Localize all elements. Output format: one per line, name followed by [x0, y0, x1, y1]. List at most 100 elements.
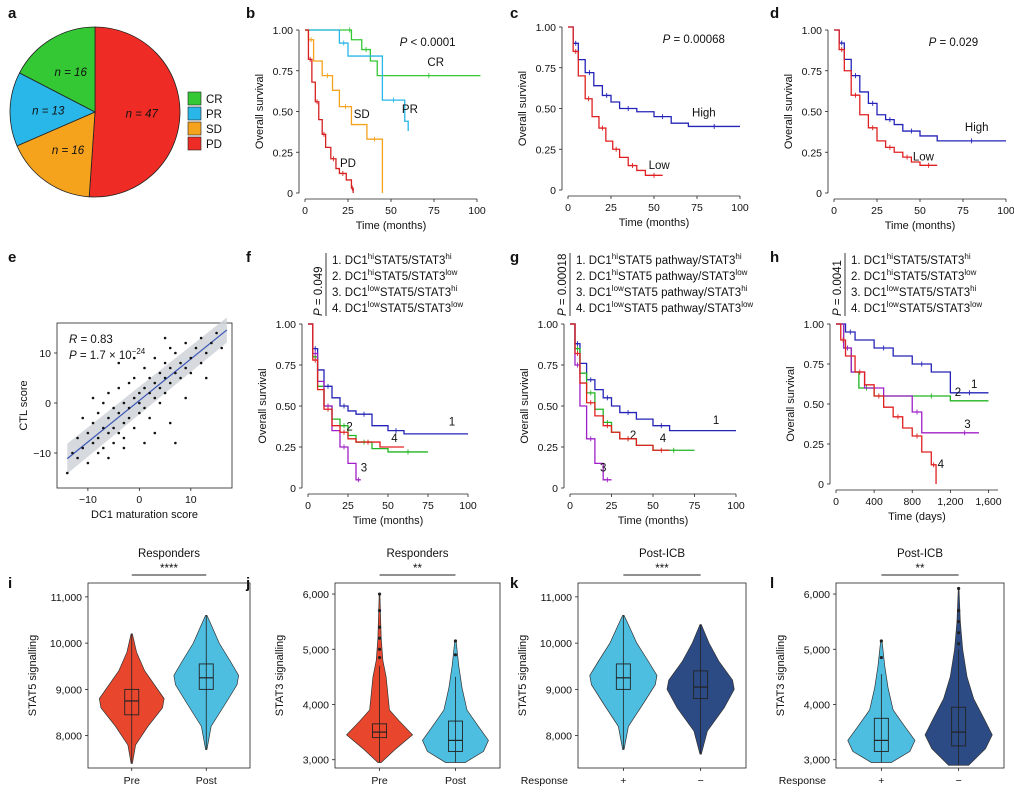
km-plot-g: 0 0.25 0.50 0.75 1.00 0 25 50 75 100 Time (months)… — [519, 319, 745, 527]
scatter-point — [163, 376, 167, 380]
legend-item-3: 3. DC1lowSTAT5/STAT3hi — [851, 284, 977, 299]
x-axis-label: Time (months) — [353, 515, 424, 527]
x-tick-label: Post — [445, 775, 466, 787]
scatter-point — [132, 396, 136, 400]
scatter-point — [158, 401, 162, 405]
panel-title: Responders — [138, 548, 200, 560]
x-tick-label: 75 — [957, 205, 969, 217]
scatter-point — [204, 376, 208, 380]
outlier-point — [377, 647, 382, 651]
scatter-point — [168, 346, 172, 350]
x-tick-label: 25 — [605, 202, 617, 214]
y-tick-label: 4,000 — [303, 699, 329, 711]
x-tick-label: + — [620, 775, 626, 787]
scatter-point — [199, 361, 203, 365]
y-axis-label: Overall survival — [783, 74, 795, 149]
curve-label-1: 1 — [713, 415, 719, 427]
scatter-point — [102, 401, 105, 405]
outlier-point — [377, 592, 382, 596]
box — [198, 663, 214, 690]
x-tick-label: 25 — [871, 205, 883, 217]
km-curve-4 — [570, 323, 670, 451]
scatter-point — [163, 336, 167, 340]
km-curve-4 — [308, 323, 404, 448]
panel-title: Responders — [386, 548, 448, 560]
scatter-point — [107, 391, 110, 395]
significance-label: *** — [655, 563, 669, 575]
pie-label-CR: n = 16 — [55, 67, 88, 79]
scatter-point — [153, 431, 157, 435]
panel-label-b: b — [246, 5, 255, 22]
outlier-point — [453, 639, 458, 643]
confidence-band — [67, 317, 227, 474]
km-curve-PR — [305, 29, 409, 132]
scatter-point — [153, 396, 157, 400]
scatter-plot: −10 −10 0 0 10 10 DC1 maturation score CTL scor… — [18, 317, 233, 521]
km-plot-b: 0 0.25 0.50 0.75 1.00 0 25 50 75 100 Time (months)… — [254, 25, 486, 232]
scatter-point — [210, 341, 213, 345]
legend-g: P = 0.00018 1. DC1hiSTAT5 pathway/STAT3hi… — [557, 252, 753, 316]
y-tick-label: 0 — [552, 483, 558, 495]
violin-plot-j: Responders ** 3,000 4,000 5,000 6,000 STAT3 si… — [274, 548, 501, 787]
y-tick-label: 0.25 — [538, 442, 559, 454]
regression-line — [66, 329, 228, 460]
scatter-point — [96, 451, 100, 455]
outlier-point — [879, 639, 883, 643]
scatter-point — [86, 431, 90, 435]
x-axis-label: DC1 maturation score — [91, 509, 198, 521]
y-tick-label: 6,000 — [804, 589, 830, 601]
y-tick-label: −10 — [33, 448, 51, 460]
y-axis-label: Overall survival — [257, 368, 269, 443]
box — [873, 717, 889, 752]
legend-swatch-PR — [187, 106, 202, 121]
scatter-point — [76, 456, 79, 460]
y-tick-label: 3,000 — [303, 755, 329, 767]
legend-swatch-SD — [187, 121, 202, 136]
x-axis-label: Time (months) — [356, 220, 427, 232]
pie-slice-PR — [9, 72, 96, 147]
panel-label-j: j — [245, 575, 250, 592]
y-tick-label: 0.75 — [273, 66, 294, 78]
scatter-point — [163, 391, 167, 395]
p-value: P = 0.00018 — [557, 254, 569, 316]
panel-label-f: f — [246, 249, 252, 266]
curve-label-2: 2 — [955, 387, 961, 399]
y-axis-label: STAT3 signalling — [775, 635, 787, 717]
x-tick-label: Pre — [124, 775, 141, 787]
legend-item-3: 3. DC1lowSTAT5/STAT3hi — [332, 284, 458, 299]
outlier-point — [879, 655, 883, 660]
plot-frame — [577, 582, 747, 769]
legend-label-PD: PD — [206, 139, 222, 151]
x-tick-label: − — [956, 775, 962, 787]
scatter-point — [184, 366, 187, 370]
violin-plot-l: Post-ICB ** 3,000 4,000 5,000 6,000 STAT3 sign… — [775, 548, 1005, 787]
x-tick-label: 75 — [691, 202, 703, 214]
y-tick-label: 0.75 — [804, 359, 825, 371]
km-plot-d: 0 0.25 0.50 0.75 1.00 0 25 50 75 100 Time (months)… — [783, 25, 1014, 232]
scatter-point — [220, 346, 224, 350]
panel-label-c: c — [510, 5, 518, 22]
scatter-point — [96, 436, 100, 440]
scatter-point — [76, 436, 79, 440]
legend-item-2: 2. DC1hiSTAT5/STAT3low — [332, 268, 458, 283]
curve-label-High: High — [965, 122, 989, 134]
x-tick-label: Post — [196, 775, 217, 787]
scatter-point — [91, 396, 95, 400]
scatter-point — [122, 421, 126, 425]
y-tick-label: 0.25 — [273, 147, 294, 159]
significance-label: **** — [160, 563, 178, 575]
scatter-point — [138, 391, 141, 395]
stat-r: R = 0.83 — [69, 334, 113, 346]
pie-label-PR: n = 13 — [32, 105, 65, 117]
scatter-point — [168, 421, 172, 425]
y-tick-label: 3,000 — [804, 755, 830, 767]
y-axis-label: Overall survival — [254, 74, 266, 149]
p-value: P = 0.049 — [313, 266, 325, 316]
y-tick-label: 0.75 — [276, 360, 297, 372]
y-tick-label: 0 — [45, 398, 51, 410]
scatter-point — [86, 461, 90, 465]
pie-legend: CR PR SD PD — [187, 91, 223, 151]
km-curve-3 — [308, 323, 361, 481]
